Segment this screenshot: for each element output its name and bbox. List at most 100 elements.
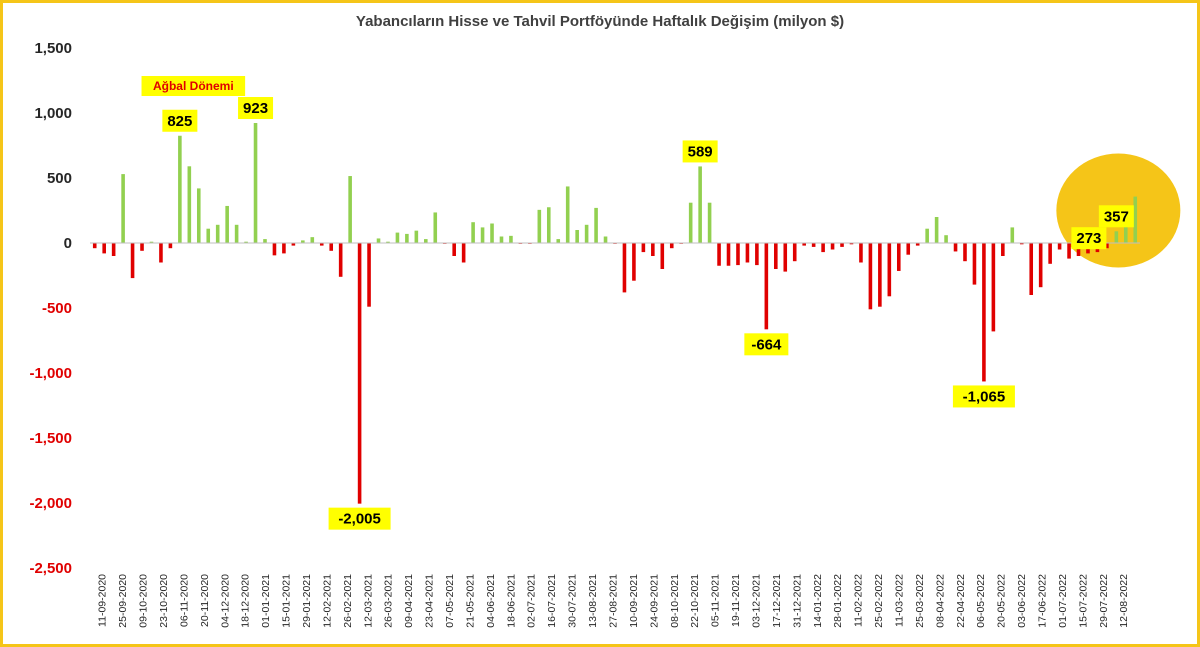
bar xyxy=(802,243,806,246)
bar xyxy=(840,243,844,247)
bar xyxy=(1105,243,1109,249)
x-tick-label: 01-07-2022 xyxy=(1057,574,1069,628)
bar xyxy=(395,232,400,243)
x-tick-label: 29-07-2022 xyxy=(1098,574,1110,628)
bar xyxy=(896,243,901,271)
bar xyxy=(830,243,835,250)
x-tick-label: 01-01-2021 xyxy=(260,574,272,628)
bar xyxy=(745,243,750,263)
bar xyxy=(140,243,144,251)
y-tick-label: -1,500 xyxy=(29,430,72,447)
x-tick-label: 15-01-2021 xyxy=(281,574,293,628)
bar xyxy=(622,243,627,293)
x-tick-label: 11-09-2020 xyxy=(97,574,109,627)
x-tick-label: 28-01-2022 xyxy=(832,574,844,628)
bar xyxy=(783,243,788,272)
bar xyxy=(130,243,135,279)
bar xyxy=(1067,243,1071,259)
x-tick-label: 26-02-2021 xyxy=(342,574,354,628)
x-tick-label: 07-05-2021 xyxy=(444,574,456,628)
bar xyxy=(301,240,305,243)
bar xyxy=(821,243,825,253)
x-tick-label: 08-10-2021 xyxy=(669,574,681,628)
bar xyxy=(651,243,655,256)
bar xyxy=(1114,231,1119,243)
x-tick-label: 24-09-2021 xyxy=(648,574,660,628)
bar xyxy=(424,239,428,243)
bar xyxy=(575,230,579,243)
y-tick-label: 1,500 xyxy=(34,40,72,57)
bar xyxy=(944,235,948,243)
x-tick-label: 22-04-2022 xyxy=(955,574,967,628)
bar xyxy=(906,243,911,255)
data-label: -664 xyxy=(751,336,782,353)
x-tick-label: 12-03-2021 xyxy=(362,574,374,628)
bar xyxy=(688,202,693,243)
x-tick-label: 10-09-2021 xyxy=(628,574,640,628)
bar xyxy=(934,217,939,243)
x-tick-label: 25-03-2022 xyxy=(914,574,926,628)
bar xyxy=(338,243,343,277)
bar xyxy=(736,243,740,266)
x-tick-label: 20-11-2020 xyxy=(199,574,211,627)
bar xyxy=(225,205,229,243)
y-tick-label: 1,000 xyxy=(34,105,72,122)
x-tick-label: 15-07-2022 xyxy=(1077,574,1089,628)
bar xyxy=(1076,243,1081,256)
bar xyxy=(367,243,371,307)
x-tick-label: 27-08-2021 xyxy=(607,574,619,628)
bar xyxy=(925,228,929,243)
x-tick-label: 05-11-2021 xyxy=(710,574,722,627)
bar xyxy=(565,186,570,243)
bar xyxy=(319,243,324,246)
y-tick-label: -1,000 xyxy=(29,365,72,382)
bar xyxy=(774,243,778,269)
bar xyxy=(546,207,551,243)
bar xyxy=(982,243,986,382)
bar xyxy=(244,241,248,243)
data-label-box xyxy=(328,507,391,530)
bar xyxy=(348,176,352,243)
bar xyxy=(584,224,589,243)
x-tick-label: 23-04-2021 xyxy=(424,574,436,628)
bar xyxy=(1133,196,1138,243)
chart-title: Yabancıların Hisse ve Tahvil Portföyünde… xyxy=(356,13,844,30)
x-tick-label: 25-09-2020 xyxy=(117,574,129,628)
bar xyxy=(755,243,759,266)
data-label-box xyxy=(744,333,789,356)
x-tick-label: 16-07-2021 xyxy=(546,574,558,628)
x-tick-label: 25-02-2022 xyxy=(873,574,885,628)
bar xyxy=(310,237,315,243)
y-tick-label: -500 xyxy=(42,300,72,317)
bar xyxy=(92,243,97,249)
bar xyxy=(972,243,977,285)
x-tick-label: 23-10-2020 xyxy=(158,574,170,628)
bar xyxy=(1001,243,1005,256)
x-tick-label: 06-11-2020 xyxy=(178,574,190,627)
x-tick-label: 30-07-2021 xyxy=(567,574,579,628)
bar xyxy=(111,243,116,256)
y-tick-label: -2,500 xyxy=(29,560,72,577)
y-tick-label: 0 xyxy=(64,235,72,252)
bar xyxy=(641,243,646,253)
bar xyxy=(178,135,182,243)
bar xyxy=(1048,243,1052,264)
bar xyxy=(707,202,712,243)
bar xyxy=(329,243,334,251)
bar xyxy=(480,227,485,243)
bar xyxy=(121,174,125,243)
annotation-box xyxy=(141,76,246,96)
x-tick-label: 11-02-2022 xyxy=(853,574,865,627)
bar xyxy=(1029,243,1034,295)
bar xyxy=(991,243,996,332)
x-tick-label: 18-06-2021 xyxy=(505,574,517,628)
bar xyxy=(206,228,211,243)
bar xyxy=(405,233,409,243)
annotation-label: Ağbal Dönemi xyxy=(153,79,234,93)
x-tick-label: 08-04-2022 xyxy=(934,574,946,628)
bar xyxy=(168,243,173,249)
x-tick-label: 04-12-2020 xyxy=(219,574,231,628)
x-tick-label: 29-01-2021 xyxy=(301,574,313,628)
